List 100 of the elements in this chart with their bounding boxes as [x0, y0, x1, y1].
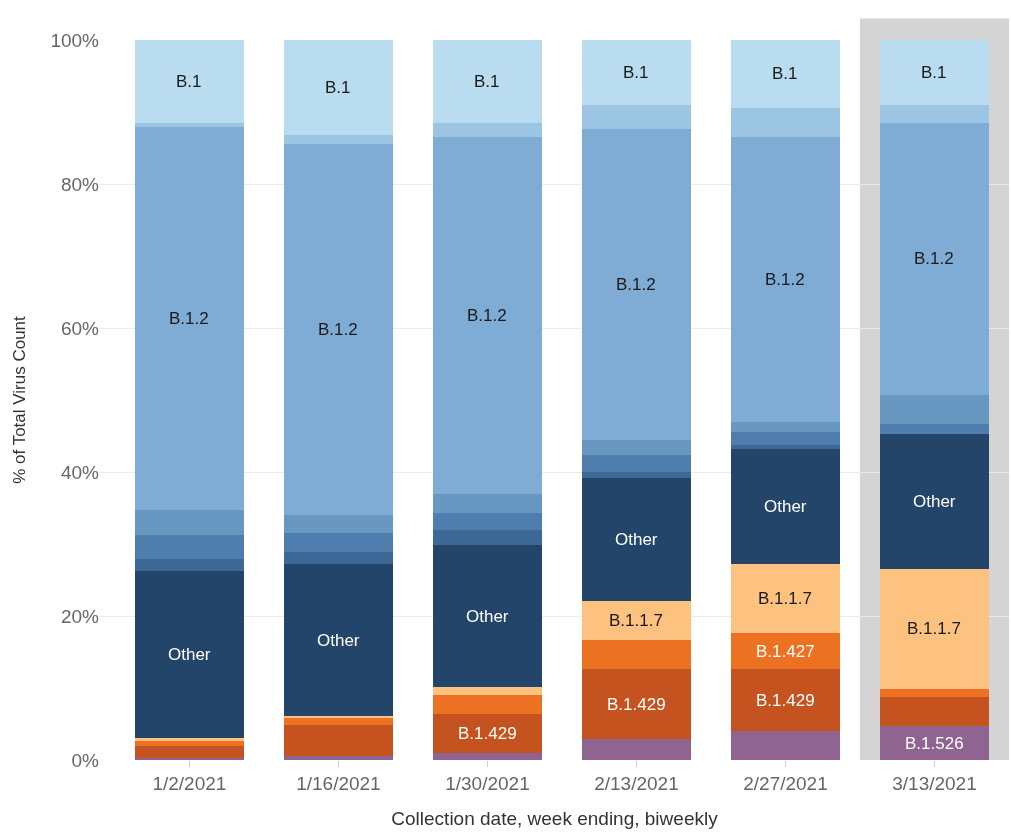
x-tick-label: 2/13/2021 — [594, 772, 679, 794]
bar — [582, 472, 691, 479]
data-label: Other — [466, 607, 509, 626]
bar — [582, 739, 691, 760]
bar — [582, 454, 691, 472]
data-label: B.1.2 — [169, 309, 209, 328]
bar — [880, 40, 989, 105]
bar — [582, 669, 691, 740]
data-label: B.1 — [921, 63, 947, 82]
bar — [880, 394, 989, 425]
bar — [731, 137, 840, 422]
bar — [731, 421, 840, 432]
bar — [731, 431, 840, 445]
bar — [582, 439, 691, 455]
bar — [284, 533, 393, 552]
bar — [880, 726, 989, 760]
bar — [880, 122, 989, 395]
data-label: B.1 — [325, 78, 351, 97]
bar — [284, 551, 393, 565]
data-label: B.1.429 — [458, 724, 517, 743]
data-label: Other — [764, 497, 807, 516]
data-label: Other — [615, 530, 658, 549]
y-tick-label: 100% — [50, 29, 100, 51]
data-label: B.1.2 — [616, 275, 656, 294]
bar — [135, 571, 244, 739]
bar — [880, 104, 989, 123]
data-label: B.1.427 — [756, 642, 815, 661]
data-label: B.1.2 — [914, 249, 954, 268]
bar — [135, 127, 244, 511]
y-tick-label: 40% — [60, 461, 100, 483]
data-label: B.1 — [623, 63, 649, 82]
data-label: Other — [913, 492, 956, 511]
bar — [582, 129, 691, 440]
data-label: B.1.429 — [756, 691, 815, 710]
bar — [135, 740, 244, 746]
data-label: B.1.2 — [318, 320, 358, 339]
data-label: B.1.1.7 — [907, 619, 961, 638]
bar — [880, 424, 989, 434]
bar — [135, 510, 244, 535]
data-label: B.1 — [176, 72, 202, 91]
bar — [433, 137, 542, 494]
y-tick-label: 80% — [60, 173, 100, 195]
bar — [582, 40, 691, 105]
bar — [582, 640, 691, 670]
x-axis-title: Collection date, week ending, biweekly — [391, 807, 719, 829]
bar — [433, 695, 542, 714]
bar — [284, 564, 393, 717]
data-label: B.1.2 — [765, 270, 805, 289]
bar — [880, 569, 989, 689]
x-tick-label: 1/16/2021 — [296, 772, 381, 794]
data-label: B.1 — [474, 72, 500, 91]
bar — [284, 725, 393, 756]
x-tick-label: 1/30/2021 — [445, 772, 530, 794]
bar — [135, 757, 244, 760]
bar — [433, 513, 542, 531]
y-tick-label: 60% — [60, 317, 100, 339]
bar — [135, 40, 244, 123]
bar — [284, 515, 393, 534]
bar — [433, 752, 542, 760]
bar — [731, 731, 840, 760]
x-tick-label: 2/27/2021 — [743, 772, 828, 794]
bar — [731, 444, 840, 449]
data-label: B.1.1.7 — [609, 611, 663, 630]
bar — [284, 755, 393, 760]
bar — [135, 122, 244, 128]
bar — [284, 135, 393, 145]
data-label: B.1 — [772, 64, 798, 83]
bar — [433, 40, 542, 123]
bar — [582, 104, 691, 130]
bar — [880, 688, 989, 697]
data-label: B.1.429 — [607, 695, 666, 714]
data-label: B.1.1.7 — [758, 589, 812, 608]
bar — [135, 534, 244, 560]
x-tick-label: 3/13/2021 — [892, 772, 977, 794]
bar — [135, 738, 244, 741]
data-label: Other — [168, 645, 211, 664]
bar — [135, 559, 244, 572]
bar — [880, 433, 989, 570]
bar — [582, 600, 691, 641]
data-label: B.1.526 — [905, 734, 964, 753]
bar — [731, 633, 840, 670]
bar — [731, 564, 840, 634]
bar — [880, 696, 989, 727]
bar — [284, 40, 393, 136]
bar — [433, 713, 542, 753]
bar — [731, 448, 840, 565]
bar — [731, 669, 840, 732]
bar — [433, 545, 542, 688]
bar — [582, 478, 691, 601]
bar — [731, 40, 840, 108]
data-label: B.1.2 — [467, 306, 507, 325]
bar — [135, 745, 244, 758]
bar — [433, 122, 542, 138]
bar — [433, 530, 542, 546]
y-axis-title: % of Total Virus Count — [9, 315, 29, 484]
y-tick-label: 20% — [60, 605, 100, 627]
x-tick-label: 1/2/2021 — [152, 772, 227, 794]
y-tick-label: 0% — [71, 749, 100, 771]
bar — [433, 687, 542, 696]
data-label: Other — [317, 631, 360, 650]
